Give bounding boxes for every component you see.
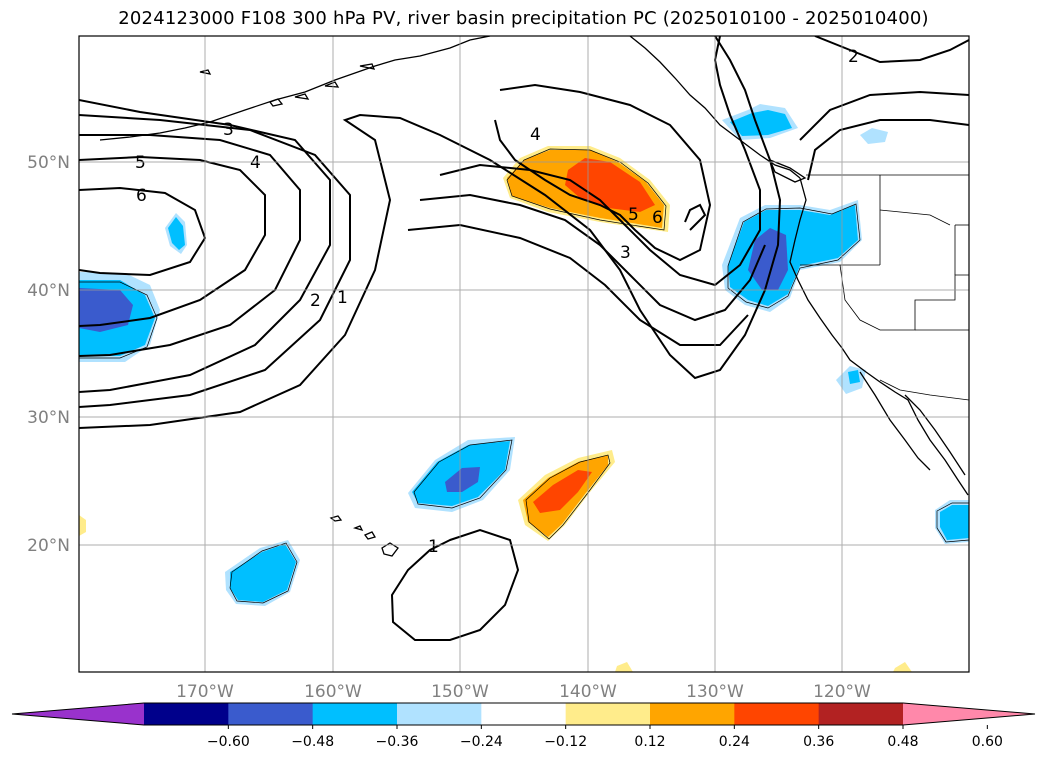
colorbar-tick-label: 0.48 <box>887 734 918 750</box>
pv-label-6b: 6 <box>652 208 663 228</box>
pv-label-1: 1 <box>337 288 348 308</box>
colorbar-segment <box>228 703 314 725</box>
colorbar-tick-label: −0.12 <box>544 734 587 750</box>
colorbar-tick-label: 0.24 <box>719 734 750 750</box>
map-frame <box>78 35 970 673</box>
longitude-labels: 170°W 160°W 150°W 140°W 130°W 120°W <box>176 682 871 702</box>
colorbar-tick-label: 0.60 <box>972 734 1003 750</box>
colorbar-extend-low <box>12 703 144 725</box>
colorbar-tick-label: −0.24 <box>460 734 503 750</box>
precip-outlines <box>79 148 969 604</box>
lon-label-160w: 160°W <box>304 682 362 702</box>
colorbar: −0.60 −0.48 −0.36 −0.24 −0.12 0.12 0.24 0.36 0.4… <box>11 702 1036 750</box>
lon-label-120w: 120°W <box>813 682 871 702</box>
colorbar-segment <box>650 703 735 725</box>
colorbar-tick-label: 0.36 <box>803 734 834 750</box>
latitude-labels: 50°N 40°N 30°N 20°N <box>27 153 70 556</box>
gridlines <box>79 36 969 672</box>
lon-label-140w: 140°W <box>559 682 617 702</box>
pv-label-3: 3 <box>223 120 234 140</box>
pv-label-4b: 4 <box>530 125 541 145</box>
colorbar-tick-label: −0.48 <box>291 734 334 750</box>
colorbar-outline <box>11 702 1036 726</box>
pv-label-2: 2 <box>310 291 321 311</box>
colorbar-tick-label: −0.36 <box>376 734 419 750</box>
colorbar-segment <box>397 703 482 725</box>
pv-label-5: 5 <box>135 153 146 173</box>
lat-label-40n: 40°N <box>27 281 70 301</box>
lat-label-30n: 30°N <box>27 408 70 428</box>
lon-label-170w: 170°W <box>176 682 234 702</box>
colorbar-segment <box>818 703 904 725</box>
colorbar-segment <box>144 703 229 725</box>
colorbar-tick-label: −0.60 <box>207 734 250 750</box>
figure-title: 2024123000 F108 300 hPa PV, river basin … <box>118 8 929 29</box>
colorbar-segment <box>565 703 651 725</box>
pv-label-2b: 2 <box>848 47 859 67</box>
pv-contours <box>79 36 969 641</box>
pv-label-1b: 1 <box>428 537 439 557</box>
colorbar-segment <box>312 703 398 725</box>
pv-label-6: 6 <box>136 186 147 206</box>
coastlines <box>99 36 969 557</box>
lon-label-150w: 150°W <box>431 682 489 702</box>
colorbar-segment <box>734 703 820 725</box>
colorbar-segment <box>481 703 567 725</box>
pv-label-3b: 3 <box>620 243 631 263</box>
pv-contour-labels: 6 5 4 3 2 1 4 5 6 3 2 1 <box>135 47 859 557</box>
map-area <box>79 36 969 672</box>
colorbar-tick-label: 0.12 <box>634 734 665 750</box>
lat-label-50n: 50°N <box>27 153 70 173</box>
pv-label-5b: 5 <box>628 205 639 225</box>
country-borders <box>800 174 969 401</box>
lon-label-130w: 130°W <box>686 682 744 702</box>
colorbar-extend-high <box>903 703 1035 725</box>
pv-label-4: 4 <box>250 153 261 173</box>
lat-label-20n: 20°N <box>27 536 70 556</box>
